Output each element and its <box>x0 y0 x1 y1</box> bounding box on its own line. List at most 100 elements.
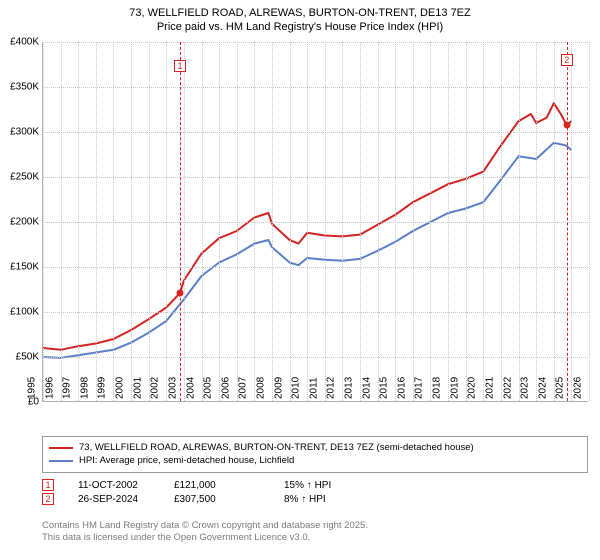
grid-v <box>360 42 361 401</box>
event-marker-2-on-chart: 2 <box>561 54 573 66</box>
x-axis-label: 2018 <box>432 377 443 401</box>
x-axis-label: 2013 <box>344 377 355 401</box>
x-axis-label: 2010 <box>291 377 302 401</box>
grid-v <box>536 42 537 401</box>
y-axis-label: £250K <box>10 172 43 183</box>
event-line-2 <box>567 42 568 401</box>
grid-v <box>166 42 167 401</box>
price-chart: £0£50K£100K£150K£200K£250K£300K£350K£400… <box>42 42 588 402</box>
y-axis-label: £50K <box>16 352 43 363</box>
legend-label-subject: 73, WELLFIELD ROAD, ALREWAS, BURTON-ON-T… <box>79 441 474 454</box>
event-dot-1 <box>177 290 184 297</box>
attribution: Contains HM Land Registry data © Crown c… <box>42 520 588 545</box>
grid-v <box>342 42 343 401</box>
grid-v <box>413 42 414 401</box>
event-row-2: 2 26-SEP-2024 £307,500 8% ↑ HPI <box>42 492 588 506</box>
x-axis-label: 2015 <box>379 377 390 401</box>
grid-h <box>43 357 588 358</box>
grid-v <box>589 42 590 401</box>
x-axis-label: 2021 <box>484 377 495 401</box>
x-axis-label: 2012 <box>326 377 337 401</box>
grid-v <box>254 42 255 401</box>
grid-v <box>43 42 44 401</box>
grid-v <box>483 42 484 401</box>
x-axis-label: 1997 <box>62 377 73 401</box>
grid-v <box>237 42 238 401</box>
grid-h <box>43 42 588 43</box>
grid-v <box>307 42 308 401</box>
y-axis-label: £300K <box>10 127 43 138</box>
grid-v <box>131 42 132 401</box>
grid-v <box>519 42 520 401</box>
grid-h <box>43 177 588 178</box>
attribution-line-2: This data is licensed under the Open Gov… <box>42 532 588 544</box>
grid-v <box>378 42 379 401</box>
x-axis-label: 2011 <box>308 377 319 401</box>
x-axis-label: 2004 <box>185 377 196 401</box>
event-dot-2 <box>563 122 570 129</box>
grid-v <box>571 42 572 401</box>
y-axis-label: £400K <box>10 37 43 48</box>
grid-v <box>290 42 291 401</box>
grid-v <box>430 42 431 401</box>
event-row-1: 1 11-OCT-2002 £121,000 15% ↑ HPI <box>42 478 588 492</box>
grid-v <box>96 42 97 401</box>
grid-h <box>43 132 588 133</box>
grid-v <box>78 42 79 401</box>
grid-h <box>43 222 588 223</box>
x-axis-label: 2007 <box>238 377 249 401</box>
attribution-line-1: Contains HM Land Registry data © Crown c… <box>42 520 588 532</box>
legend-row-hpi: HPI: Average price, semi-detached house,… <box>49 454 581 467</box>
x-axis-label: 2000 <box>115 377 126 401</box>
x-axis-label: 2016 <box>396 377 407 401</box>
x-axis-label: 2022 <box>502 377 513 401</box>
x-axis-label: 2026 <box>573 377 584 401</box>
event-table: 1 11-OCT-2002 £121,000 15% ↑ HPI 2 26-SE… <box>42 478 588 506</box>
x-axis-label: 1998 <box>79 377 90 401</box>
x-axis-label: 1995 <box>27 377 38 401</box>
x-axis-label: 2002 <box>150 377 161 401</box>
x-axis-label: 2006 <box>220 377 231 401</box>
grid-v <box>272 42 273 401</box>
x-axis-label: 2008 <box>255 377 266 401</box>
event-diff-1: 15% ↑ HPI <box>284 480 384 491</box>
grid-v <box>113 42 114 401</box>
x-axis-label: 2009 <box>273 377 284 401</box>
x-axis-label: 2024 <box>537 377 548 401</box>
x-axis-label: 2020 <box>467 377 478 401</box>
y-axis-label: £350K <box>10 82 43 93</box>
x-axis-label: 2001 <box>132 377 143 401</box>
grid-v <box>61 42 62 401</box>
x-axis-label: 2019 <box>449 377 460 401</box>
grid-h <box>43 267 588 268</box>
legend-row-subject: 73, WELLFIELD ROAD, ALREWAS, BURTON-ON-T… <box>49 441 581 454</box>
y-axis-label: £200K <box>10 217 43 228</box>
chart-legend: 73, WELLFIELD ROAD, ALREWAS, BURTON-ON-T… <box>42 436 588 473</box>
x-axis-label: 1999 <box>97 377 108 401</box>
grid-v <box>202 42 203 401</box>
grid-v <box>184 42 185 401</box>
chart-titles: 73, WELLFIELD ROAD, ALREWAS, BURTON-ON-T… <box>0 0 600 35</box>
x-axis-label: 2014 <box>361 377 372 401</box>
grid-v <box>395 42 396 401</box>
title-line-1: 73, WELLFIELD ROAD, ALREWAS, BURTON-ON-T… <box>0 6 600 20</box>
event-marker-2: 2 <box>42 493 54 505</box>
legend-swatch-hpi <box>49 460 73 462</box>
x-axis-label: 2025 <box>555 377 566 401</box>
event-date-2: 26-SEP-2024 <box>64 494 164 505</box>
event-marker-1: 1 <box>42 479 54 491</box>
legend-label-hpi: HPI: Average price, semi-detached house,… <box>79 454 294 467</box>
legend-swatch-subject <box>49 447 73 449</box>
event-price-2: £307,500 <box>174 494 274 505</box>
grid-v <box>501 42 502 401</box>
y-axis-label: £150K <box>10 262 43 273</box>
event-diff-2: 8% ↑ HPI <box>284 494 384 505</box>
x-axis-label: 2017 <box>414 377 425 401</box>
x-axis-label: 2005 <box>203 377 214 401</box>
event-date-1: 11-OCT-2002 <box>64 480 164 491</box>
grid-v <box>219 42 220 401</box>
event-line-1 <box>180 42 181 401</box>
event-price-1: £121,000 <box>174 480 274 491</box>
x-axis-label: 1996 <box>44 377 55 401</box>
grid-v <box>325 42 326 401</box>
